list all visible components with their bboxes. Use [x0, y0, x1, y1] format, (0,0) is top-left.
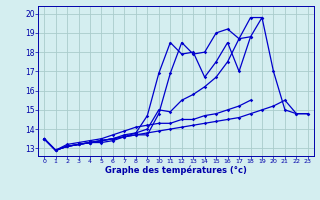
X-axis label: Graphe des températures (°c): Graphe des températures (°c)	[105, 166, 247, 175]
